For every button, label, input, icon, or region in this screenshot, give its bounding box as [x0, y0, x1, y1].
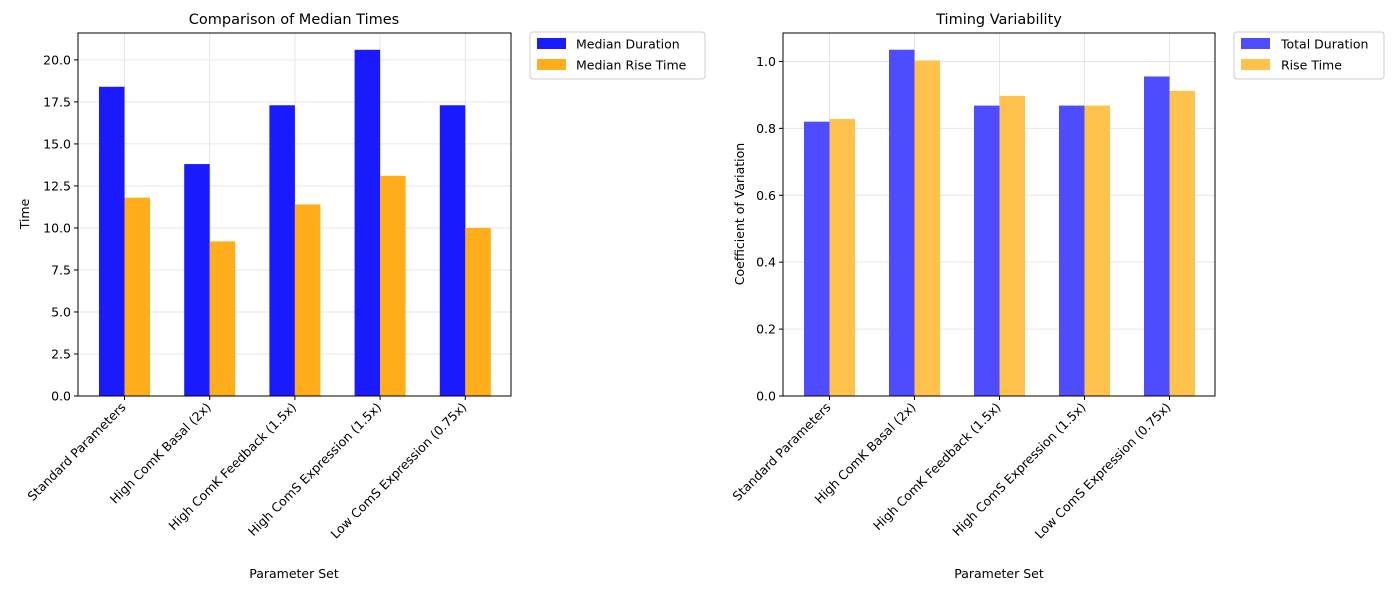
plot-frame	[782, 32, 1216, 397]
bar-series-1	[1144, 76, 1170, 396]
x-axis-label: Parameter Set	[249, 566, 339, 581]
bar-series-2	[914, 60, 940, 396]
y-tick-label: 20.0	[43, 52, 71, 67]
legend-swatch-total	[1241, 38, 1270, 49]
legend-swatch-duration	[537, 38, 566, 49]
bar-series-2	[829, 118, 855, 397]
bar-series-1	[1059, 105, 1085, 396]
y-tick-label: 2.5	[51, 346, 71, 361]
bar-series-1	[889, 49, 915, 396]
y-tick-label: 0.0	[51, 389, 71, 404]
bar-series-2	[380, 175, 406, 396]
bar-series-2	[209, 241, 236, 396]
legend: Median Duration Median Rise Time	[529, 31, 706, 80]
bar-series-2	[294, 204, 321, 396]
y-tick-label: 7.5	[51, 262, 71, 277]
bar-series-1	[184, 164, 210, 396]
y-tick-label: 10.0	[43, 220, 71, 235]
y-tick-label: 0.2	[756, 322, 776, 337]
chart-title: Timing Variability	[935, 12, 1062, 28]
y-tick-label: 0.0	[756, 389, 776, 404]
legend-label-rise: Median Rise Time	[576, 58, 687, 73]
legend-label-duration: Median Duration	[576, 37, 680, 52]
legend-box	[529, 31, 706, 80]
legend-label-total: Total Duration	[1280, 37, 1368, 52]
y-tick-label: 17.5	[43, 94, 71, 109]
bar-series-1	[354, 49, 381, 397]
y-tick-label: 1.0	[756, 54, 776, 69]
y-tick-label: 0.4	[756, 255, 776, 270]
y-axis-label: Coefficient of Variation	[732, 143, 747, 285]
bar-series-2	[999, 95, 1025, 396]
bar-series-2	[1084, 105, 1110, 396]
bar-series-1	[974, 105, 1000, 396]
y-tick-label: 0.6	[756, 188, 776, 203]
bar-series-2	[124, 197, 150, 396]
plot-frame	[77, 32, 512, 397]
legend-box	[1233, 31, 1385, 80]
legend-swatch-rise	[1241, 59, 1270, 70]
y-axis-label: Time	[17, 198, 32, 230]
y-tick-label: 12.5	[43, 178, 71, 193]
legend: Total Duration Rise Time	[1233, 31, 1385, 80]
legend-label-rise: Rise Time	[1281, 58, 1342, 73]
y-tick-label: 0.8	[756, 121, 776, 136]
x-axis-label: Parameter Set	[954, 566, 1044, 581]
y-tick-label: 5.0	[51, 304, 71, 319]
bar-series-1	[439, 105, 466, 396]
bar-series-1	[269, 105, 295, 396]
chart-title: Comparison of Median Times	[189, 12, 399, 28]
bar-series-2	[465, 227, 491, 396]
y-tick-label: 15.0	[43, 136, 71, 151]
bar-series-1	[99, 86, 125, 397]
legend-swatch-rise	[537, 59, 566, 70]
bar-series-1	[804, 121, 830, 396]
bar-series-2	[1169, 90, 1195, 396]
